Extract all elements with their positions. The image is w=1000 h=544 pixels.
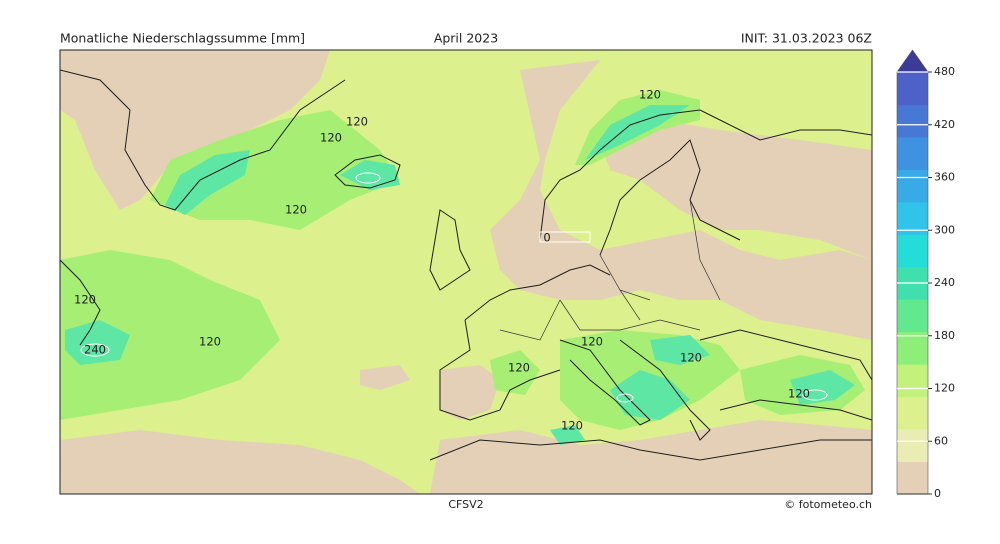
contour-label: 240 <box>84 343 106 357</box>
very-wet-areas <box>65 105 855 445</box>
colorbar-tick-label: 420 <box>934 118 955 131</box>
colorbar-bin <box>897 331 928 365</box>
colorbar-bin <box>897 234 928 268</box>
colorbar-tick-label: 180 <box>934 329 955 342</box>
contour-labels: 120 120 120 120 0 120 240 120 120 120 12… <box>74 88 810 433</box>
contour-label: 120 <box>788 387 810 401</box>
credit: © fotometeo.ch <box>784 498 872 511</box>
colorbar-tick-label: 120 <box>934 382 955 395</box>
contour-label: 120 <box>74 293 96 307</box>
colorbar-tick-label: 240 <box>934 276 955 289</box>
contour-label: 120 <box>285 203 307 217</box>
contour-label: 0 <box>543 231 550 245</box>
contour-label: 120 <box>508 361 530 375</box>
init-time: INIT: 31.03.2023 06Z <box>741 31 872 46</box>
colorbar-bin <box>897 429 928 463</box>
contour-label: 120 <box>199 335 221 349</box>
colorbar-bin <box>897 72 928 105</box>
map-frame <box>59 49 873 495</box>
colorbar-bin <box>897 169 928 203</box>
contour-label: 120 <box>561 419 583 433</box>
colorbar-extension <box>897 50 928 72</box>
title: Monatliche Niederschlagssumme [mm] <box>60 31 305 46</box>
contour-label: 120 <box>320 131 342 145</box>
colorbar-bin <box>897 136 928 170</box>
contour-label: 120 <box>346 115 368 129</box>
coastlines <box>60 69 872 461</box>
dry-areas <box>60 50 872 494</box>
colorbar-bin <box>897 461 928 495</box>
contour-label: 120 <box>581 335 603 349</box>
colorbar-tick-label: 60 <box>934 434 948 447</box>
model-name: CFSV2 <box>448 498 483 511</box>
contours <box>80 172 828 403</box>
colorbar-bin <box>897 299 928 333</box>
colorbar: 0 60 120 180 240 300 360 420 480 <box>896 49 955 500</box>
colorbar-tick-label: 0 <box>934 487 941 500</box>
colorbar-tick-label: 480 <box>934 65 955 78</box>
colorbar-bin <box>897 201 928 235</box>
contour-label: 120 <box>639 88 661 102</box>
colorbar-bin <box>897 396 928 430</box>
colorbar-bin <box>897 104 928 138</box>
contour-label: 120 <box>680 351 702 365</box>
map: 120 120 120 120 0 120 240 120 120 120 12… <box>59 49 873 495</box>
colorbar-tick-label: 300 <box>934 223 955 236</box>
period: April 2023 <box>434 31 498 46</box>
colorbar-bin <box>897 364 928 398</box>
colorbar-tick-label: 360 <box>934 171 955 184</box>
